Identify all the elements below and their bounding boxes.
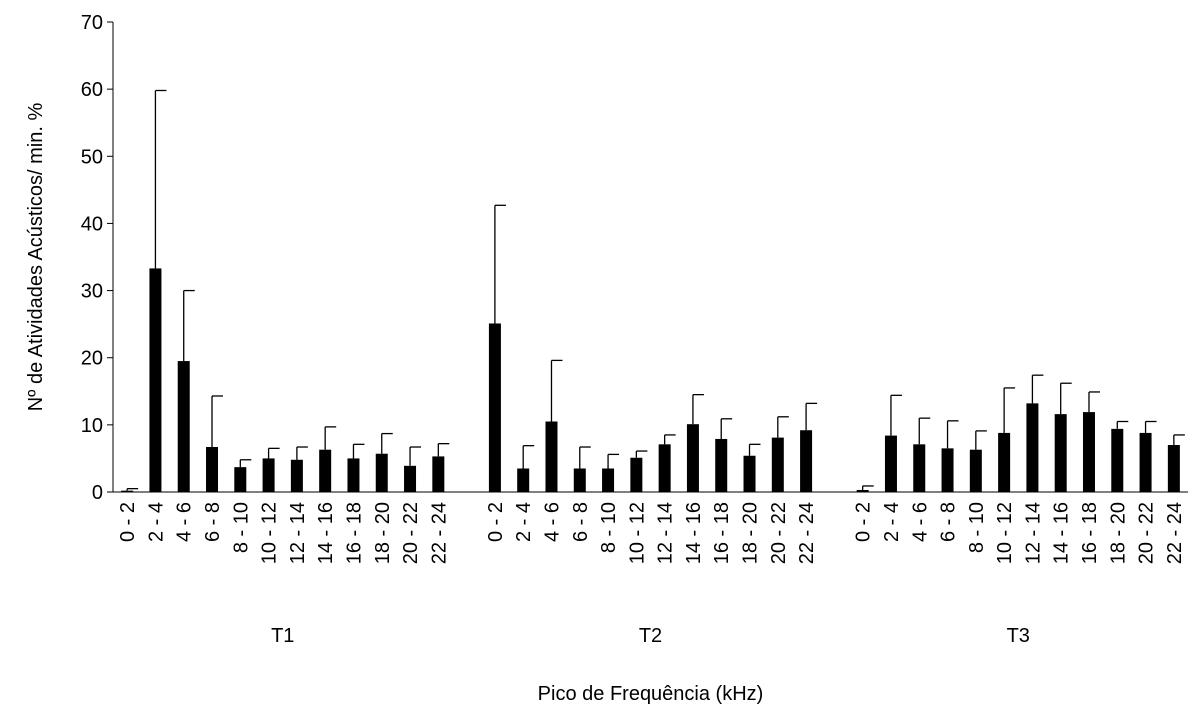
bar <box>290 459 303 492</box>
x-tick-label: 20 - 22 <box>400 502 422 564</box>
x-tick-label: 10 - 12 <box>994 502 1016 564</box>
x-tick-label: 8 - 10 <box>598 502 620 553</box>
bar <box>800 430 813 492</box>
bar <box>969 449 982 492</box>
bar <box>658 444 671 492</box>
group-label: T1 <box>271 625 294 647</box>
x-tick-label: 2 - 4 <box>145 502 167 542</box>
x-tick-label: 0 - 2 <box>485 502 507 542</box>
bar <box>545 421 558 492</box>
x-tick-label: 10 - 12 <box>259 502 281 564</box>
x-tick-label: 18 - 20 <box>1107 502 1129 564</box>
bar <box>262 458 275 492</box>
y-axis-title: Nº de Atividades Acústicos/ min. % <box>25 103 47 412</box>
x-tick-label: 22 - 24 <box>428 502 450 564</box>
bar <box>149 268 162 492</box>
bar <box>517 468 530 492</box>
x-tick-label: 6 - 8 <box>570 502 592 542</box>
x-tick-label: 4 - 6 <box>541 502 563 542</box>
bar <box>913 444 926 492</box>
bar <box>771 437 784 492</box>
x-tick-label: 6 - 8 <box>202 502 224 542</box>
x-tick-label: 16 - 18 <box>1079 502 1101 564</box>
x-tick-label: 20 - 22 <box>768 502 790 564</box>
x-tick-label: 6 - 8 <box>938 502 960 542</box>
y-tick-label: 0 <box>92 482 103 504</box>
y-tick-label: 40 <box>81 213 103 235</box>
bar <box>121 490 134 492</box>
x-tick-label: 8 - 10 <box>230 502 252 553</box>
bar <box>177 361 190 492</box>
x-tick-label: 12 - 14 <box>287 502 309 564</box>
x-tick-label: 10 - 12 <box>626 502 648 564</box>
bars <box>121 89 1185 492</box>
y-tick-label: 20 <box>81 348 103 370</box>
x-tick-labels: 0 - 2 2 - 4 4 - 6 6 - 8 8 - 10 10 - 12 12 - 14… <box>117 502 1186 564</box>
x-tick-label: 16 - 18 <box>343 502 365 564</box>
bar <box>404 465 417 492</box>
bar <box>375 453 388 492</box>
y-axis-ticks: 0 10 20 30 40 50 60 70 <box>81 12 113 504</box>
bar <box>573 468 586 492</box>
bar <box>884 435 897 492</box>
bar <box>1167 445 1180 492</box>
x-tick-label: 0 - 2 <box>117 502 139 542</box>
x-tick-label: 18 - 20 <box>372 502 394 564</box>
x-tick-label: 16 - 18 <box>711 502 733 564</box>
y-tick-label: 30 <box>81 281 103 303</box>
bar <box>206 447 219 492</box>
bar <box>488 323 501 492</box>
x-tick-label: 8 - 10 <box>966 502 988 553</box>
x-tick-label: 22 - 24 <box>1164 502 1186 564</box>
bar <box>1054 414 1067 492</box>
bar <box>1139 432 1152 492</box>
bar <box>856 489 869 492</box>
bar <box>602 468 615 492</box>
x-tick-label: 14 - 16 <box>1051 502 1073 564</box>
x-tick-label: 12 - 14 <box>655 502 677 564</box>
group-label: T3 <box>1007 625 1030 647</box>
bar <box>234 467 247 492</box>
bar <box>347 458 360 492</box>
x-tick-label: 14 - 16 <box>315 502 337 564</box>
bar <box>941 448 954 492</box>
x-tick-label: 20 - 22 <box>1136 502 1158 564</box>
bar <box>1111 428 1124 492</box>
x-tick-label: 22 - 24 <box>796 502 818 564</box>
y-tick-label: 60 <box>81 79 103 101</box>
bar <box>630 457 643 492</box>
bar <box>998 432 1011 492</box>
x-tick-label: 12 - 14 <box>1022 502 1044 564</box>
x-tick-label: 0 - 2 <box>853 502 875 542</box>
y-tick-label: 50 <box>81 146 103 168</box>
x-tick-label: 2 - 4 <box>513 502 535 542</box>
bar <box>432 456 445 492</box>
group-labels: T1 T2 T3 <box>271 625 1030 647</box>
x-tick-label: 4 - 6 <box>909 502 931 542</box>
bar <box>743 455 756 492</box>
bar <box>319 449 332 492</box>
group-label: T2 <box>639 625 662 647</box>
y-tick-label: 10 <box>81 415 103 437</box>
y-tick-label: 70 <box>81 12 103 34</box>
bar <box>686 424 699 492</box>
x-tick-label: 4 - 6 <box>174 502 196 542</box>
bar <box>1082 412 1095 492</box>
bar <box>715 438 728 492</box>
bar <box>1026 403 1039 492</box>
x-tick-label: 18 - 20 <box>740 502 762 564</box>
x-tick-label: 2 - 4 <box>881 502 903 542</box>
x-tick-label: 14 - 16 <box>683 502 705 564</box>
x-axis-title: Pico de Frequência (kHz) <box>538 683 764 705</box>
